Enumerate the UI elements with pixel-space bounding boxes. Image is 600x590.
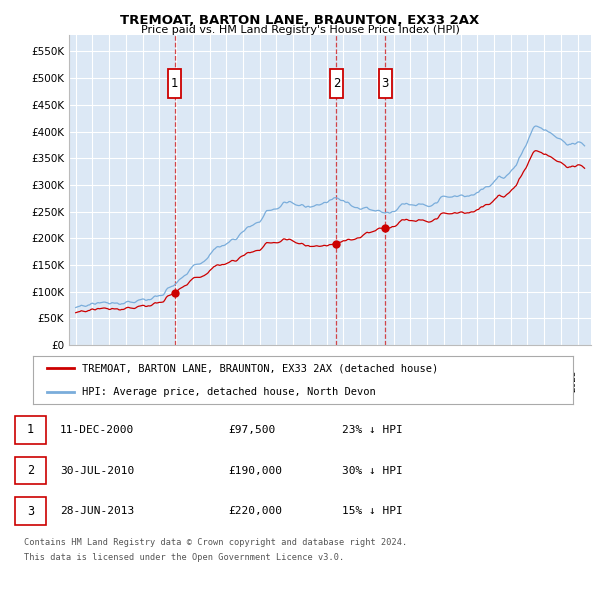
Text: 2019: 2019 [468,370,477,392]
Text: 2010: 2010 [317,370,326,392]
Text: 23% ↓ HPI: 23% ↓ HPI [342,425,403,435]
Text: TREMOAT, BARTON LANE, BRAUNTON, EX33 2AX (detached house): TREMOAT, BARTON LANE, BRAUNTON, EX33 2AX… [82,363,438,373]
Text: 1998: 1998 [117,370,126,393]
Text: 2012: 2012 [351,370,360,392]
Text: 2016: 2016 [418,370,427,392]
Text: 2023: 2023 [535,370,544,392]
Text: 2015: 2015 [401,370,410,392]
FancyBboxPatch shape [169,68,181,99]
Text: 2001: 2001 [167,370,176,392]
Text: 11-DEC-2000: 11-DEC-2000 [60,425,134,435]
Text: £97,500: £97,500 [228,425,275,435]
FancyBboxPatch shape [15,416,46,444]
Text: 2013: 2013 [368,370,377,392]
Text: Price paid vs. HM Land Registry's House Price Index (HPI): Price paid vs. HM Land Registry's House … [140,25,460,35]
Text: 2006: 2006 [251,370,260,392]
Text: 2005: 2005 [234,370,243,392]
FancyBboxPatch shape [15,497,46,525]
Text: 1999: 1999 [134,370,143,393]
Text: 1995: 1995 [67,370,76,393]
Text: 15% ↓ HPI: 15% ↓ HPI [342,506,403,516]
Text: £190,000: £190,000 [228,466,282,476]
Text: 1996: 1996 [83,370,92,393]
Text: 2004: 2004 [217,370,226,392]
Text: 2: 2 [332,77,340,90]
Text: 2: 2 [27,464,34,477]
Text: HPI: Average price, detached house, North Devon: HPI: Average price, detached house, Nort… [82,386,376,396]
Text: 2018: 2018 [452,370,461,392]
FancyBboxPatch shape [379,68,392,99]
Text: 2000: 2000 [151,370,160,392]
Text: 28-JUN-2013: 28-JUN-2013 [60,506,134,516]
Text: 1997: 1997 [100,370,109,393]
Text: 2009: 2009 [301,370,310,392]
Text: 1: 1 [171,77,178,90]
Text: 30-JUL-2010: 30-JUL-2010 [60,466,134,476]
Text: 2008: 2008 [284,370,293,392]
Text: 3: 3 [382,77,389,90]
Text: 2020: 2020 [485,370,494,392]
Text: 2011: 2011 [334,370,343,392]
Text: 2024: 2024 [552,370,561,392]
Text: 2021: 2021 [502,370,511,392]
Text: 1: 1 [27,424,34,437]
Text: 2017: 2017 [435,370,444,392]
Text: 2025: 2025 [569,370,578,392]
Text: 2002: 2002 [184,370,193,392]
FancyBboxPatch shape [330,68,343,99]
Text: 2014: 2014 [385,370,394,392]
Text: 30% ↓ HPI: 30% ↓ HPI [342,466,403,476]
Text: 2007: 2007 [268,370,277,392]
Text: 3: 3 [27,504,34,517]
Text: Contains HM Land Registry data © Crown copyright and database right 2024.: Contains HM Land Registry data © Crown c… [24,538,407,547]
Text: 2022: 2022 [518,370,527,392]
Text: £220,000: £220,000 [228,506,282,516]
Text: TREMOAT, BARTON LANE, BRAUNTON, EX33 2AX: TREMOAT, BARTON LANE, BRAUNTON, EX33 2AX [121,14,479,27]
Text: 2003: 2003 [200,370,209,392]
Text: This data is licensed under the Open Government Licence v3.0.: This data is licensed under the Open Gov… [24,553,344,562]
FancyBboxPatch shape [15,457,46,484]
